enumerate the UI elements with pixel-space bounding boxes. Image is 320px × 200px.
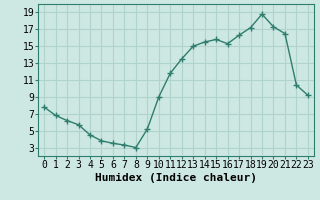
X-axis label: Humidex (Indice chaleur): Humidex (Indice chaleur) — [95, 173, 257, 183]
